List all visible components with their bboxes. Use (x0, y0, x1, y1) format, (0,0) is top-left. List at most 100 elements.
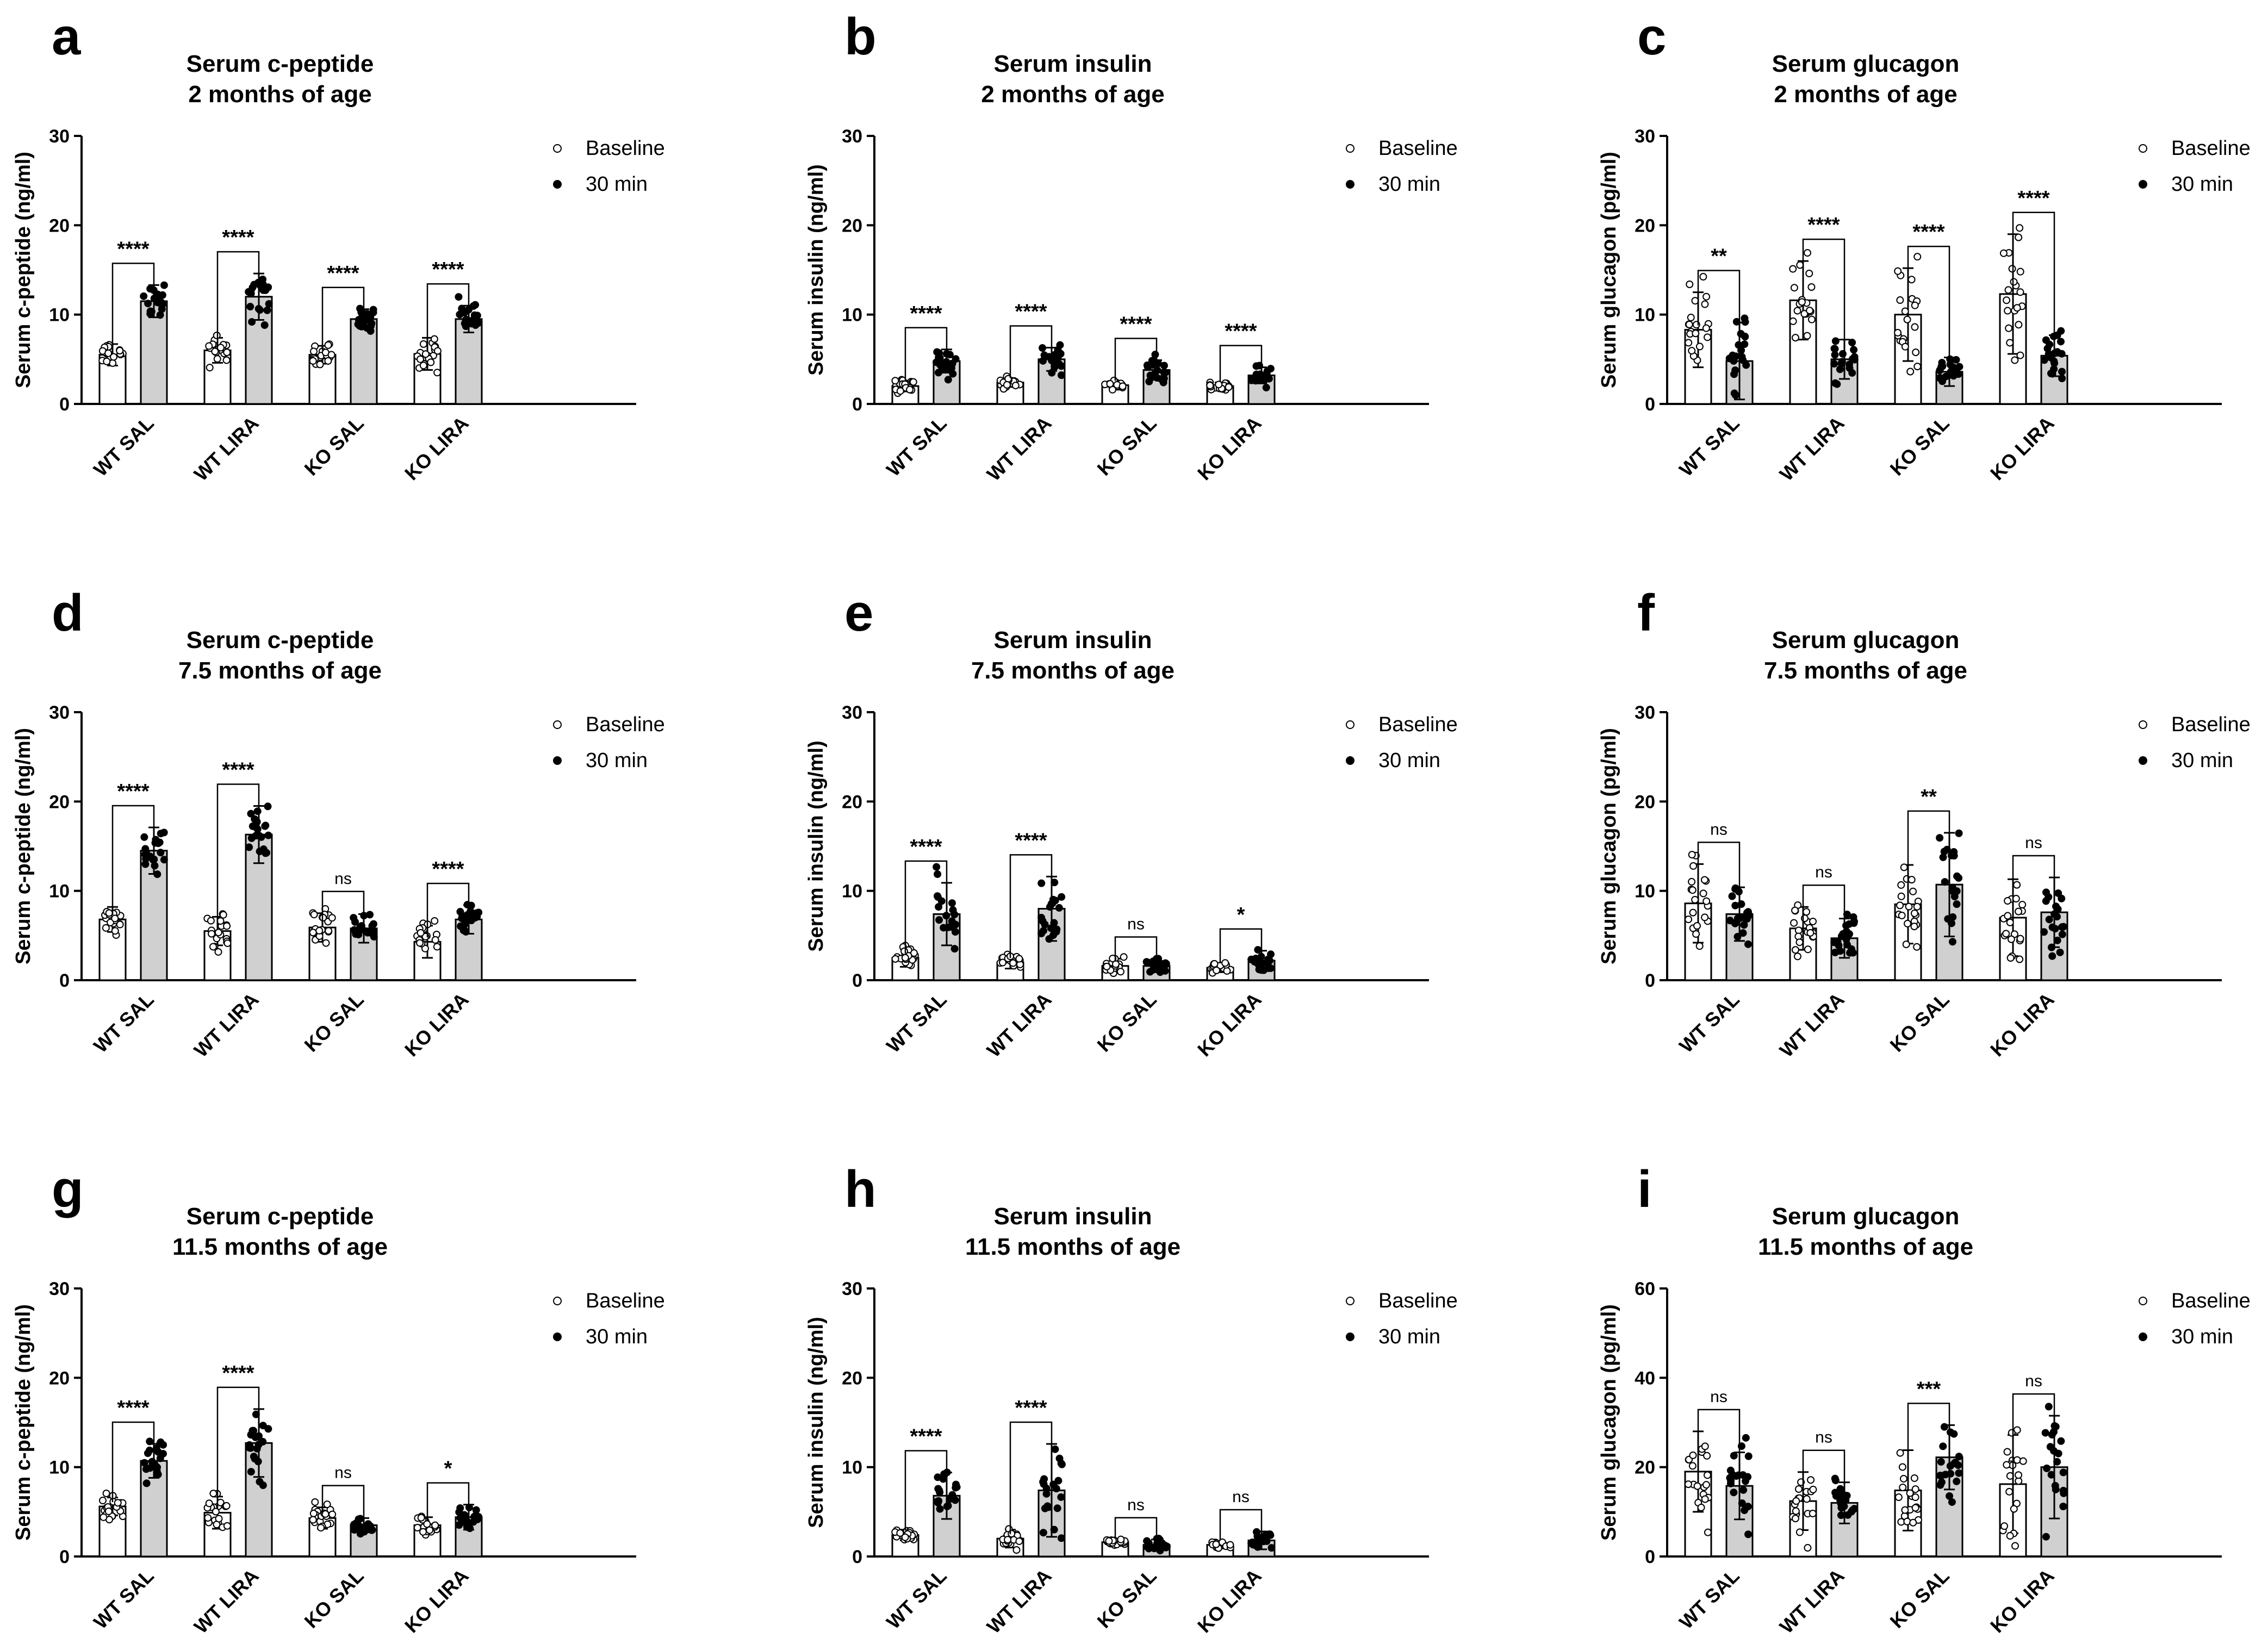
point-30min (146, 1446, 154, 1454)
point-30min (1948, 1498, 1956, 1506)
point-30min (265, 300, 273, 308)
y-tick-label: 0 (1645, 394, 1655, 415)
y-tick-label: 0 (59, 970, 70, 991)
point-baseline (328, 1510, 337, 1518)
point-30min (933, 358, 941, 366)
point-baseline (325, 927, 333, 935)
point-30min (245, 288, 253, 296)
x-tick-label: KO LIRA (400, 412, 473, 485)
point-30min (263, 306, 271, 314)
y-tick-label: 30 (842, 702, 862, 723)
legend-marker-baseline (2139, 144, 2147, 153)
point-baseline (213, 355, 221, 363)
point-baseline (1807, 283, 1816, 291)
point-baseline (1803, 249, 1811, 257)
point-30min (1051, 357, 1059, 365)
legend-marker-30min (553, 180, 562, 189)
panel-h: h Serum insulin 11.5 months of age Serum in… (805, 1160, 1458, 1638)
point-baseline (2007, 935, 2015, 943)
x-tick-label: WT SAL (1675, 412, 1744, 481)
y-tick-label: 20 (842, 1368, 862, 1388)
x-tick-label: KO SAL (1092, 1565, 1160, 1633)
point-30min (933, 863, 941, 871)
point-baseline (901, 954, 909, 962)
point-baseline (1901, 307, 1909, 315)
point-baseline (1795, 1528, 1804, 1536)
point-baseline (2006, 339, 2014, 347)
point-baseline (1008, 1530, 1016, 1538)
point-baseline (2016, 955, 2024, 963)
point-baseline (1911, 1504, 1919, 1512)
point-baseline (416, 939, 424, 947)
point-baseline (1684, 1480, 1692, 1489)
point-30min (2047, 353, 2055, 362)
point-30min (1836, 365, 1844, 373)
point-30min (1837, 1511, 1845, 1520)
point-30min (1057, 362, 1065, 370)
point-30min (154, 295, 162, 303)
point-baseline (1913, 943, 1921, 951)
point-30min (1939, 1442, 1947, 1450)
point-30min (356, 1530, 364, 1538)
significance-label: ns (1710, 1388, 1728, 1406)
point-30min (1257, 966, 1265, 974)
y-tick-label: 0 (852, 970, 862, 991)
point-30min (246, 303, 254, 311)
point-baseline (1703, 1452, 1711, 1460)
point-30min (248, 1427, 257, 1435)
significance-bracket (111, 1421, 155, 1502)
point-30min (935, 916, 943, 924)
significance-label: ns (2025, 834, 2042, 852)
point-30min (255, 832, 263, 840)
point-baseline (1015, 1537, 1023, 1545)
point-30min (1262, 383, 1270, 391)
point-baseline (2008, 1429, 2016, 1437)
point-30min (2058, 930, 2066, 938)
y-tick-label: 10 (842, 881, 862, 902)
point-30min (463, 911, 471, 919)
point-30min (1264, 964, 1272, 972)
point-30min (2041, 1429, 2049, 1437)
y-axis-label: Serum c-peptide (ng/ml) (12, 728, 35, 964)
y-tick-label: 30 (1635, 702, 1655, 723)
point-baseline (1695, 342, 1704, 351)
point-30min (1946, 360, 1954, 369)
panel-e: e Serum insulin 7.5 months of age Serum ins… (805, 584, 1458, 1062)
point-baseline (1913, 253, 1922, 261)
point-baseline (1794, 1485, 1803, 1493)
point-30min (2057, 1437, 2065, 1445)
point-baseline (1803, 1495, 1811, 1503)
point-30min (142, 1479, 151, 1487)
x-tick-label: KO LIRA (1193, 988, 1266, 1061)
point-baseline (223, 1522, 231, 1530)
point-baseline (1904, 919, 1912, 927)
chart-title: Serum insulin (994, 51, 1152, 77)
point-baseline (431, 1521, 439, 1529)
y-tick-label: 30 (1635, 126, 1655, 147)
point-baseline (1806, 929, 1815, 937)
significance-bracket (1009, 325, 1053, 378)
point-baseline (1215, 381, 1223, 389)
point-baseline (1900, 863, 1908, 871)
point-30min (2058, 894, 2066, 902)
point-30min (160, 281, 168, 289)
point-30min (1850, 346, 1858, 354)
significance-bracket (321, 890, 365, 924)
point-baseline (1702, 292, 1711, 301)
significance-label: **** (1225, 320, 1257, 343)
point-30min (160, 829, 168, 837)
point-baseline (1693, 922, 1701, 930)
point-30min (159, 1449, 167, 1458)
point-30min (1948, 938, 1956, 946)
point-30min (1146, 968, 1154, 976)
legend-marker-30min (1346, 1332, 1354, 1341)
point-30min (2053, 331, 2061, 339)
point-30min (253, 807, 262, 815)
point-30min (473, 312, 481, 320)
y-axis-label: Serum c-peptide (ng/ml) (12, 1304, 35, 1541)
point-30min (1952, 356, 1960, 364)
significance-label: **** (117, 238, 149, 260)
significance-bracket (1697, 1409, 1741, 1482)
significance-label: ns (1815, 1429, 1832, 1447)
point-baseline (1804, 945, 1812, 954)
